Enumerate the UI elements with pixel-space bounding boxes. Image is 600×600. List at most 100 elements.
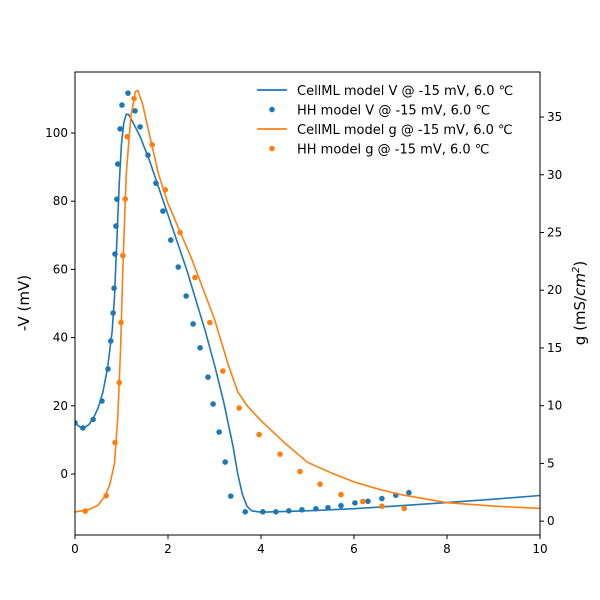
y-right-tick-label: 35 bbox=[547, 110, 562, 124]
data-point bbox=[116, 379, 122, 386]
data-point bbox=[222, 459, 228, 465]
data-point bbox=[132, 108, 138, 114]
data-point bbox=[108, 338, 114, 344]
data-point bbox=[162, 186, 169, 193]
data-point bbox=[273, 509, 279, 515]
data-point bbox=[160, 208, 166, 214]
data-point bbox=[99, 398, 105, 404]
data-point bbox=[192, 274, 198, 281]
data-point bbox=[103, 492, 109, 499]
data-point bbox=[220, 368, 226, 374]
x-tick-label: 8 bbox=[443, 542, 451, 556]
data-point bbox=[153, 180, 159, 186]
data-point bbox=[112, 251, 118, 257]
legend-dot-swatch bbox=[269, 145, 275, 152]
data-point bbox=[113, 223, 119, 229]
data-point bbox=[227, 493, 234, 499]
legend-dot-swatch bbox=[269, 106, 275, 113]
data-point bbox=[207, 319, 213, 326]
y-right-tick-label: 0 bbox=[547, 514, 555, 528]
x-tick-label: 0 bbox=[71, 542, 79, 556]
data-point bbox=[167, 237, 174, 243]
data-point bbox=[277, 451, 283, 457]
data-point bbox=[111, 285, 117, 291]
y-tick-label: 0 bbox=[60, 467, 68, 481]
y-tick-label: 80 bbox=[53, 194, 68, 208]
data-point bbox=[236, 405, 242, 411]
data-point bbox=[360, 498, 366, 505]
data-point bbox=[145, 152, 151, 158]
data-point bbox=[197, 345, 203, 351]
y-right-tick-label: 15 bbox=[547, 341, 562, 355]
y-tick-label: 40 bbox=[53, 331, 68, 345]
data-point bbox=[297, 468, 303, 475]
legend-label: CellML model V @ -15 mV, 6.0 ℃ bbox=[297, 84, 513, 99]
data-point bbox=[105, 366, 111, 372]
data-point bbox=[131, 95, 137, 102]
data-point bbox=[124, 133, 130, 140]
data-point bbox=[125, 90, 131, 96]
data-point bbox=[205, 374, 211, 380]
y-right-tick-label: 30 bbox=[547, 168, 562, 182]
data-point bbox=[260, 509, 266, 515]
x-tick-label: 4 bbox=[257, 542, 265, 556]
data-point bbox=[177, 229, 183, 236]
data-point bbox=[406, 489, 412, 496]
data-point bbox=[112, 439, 118, 446]
x-tick-label: 2 bbox=[164, 542, 172, 556]
data-point bbox=[90, 416, 96, 423]
data-point bbox=[210, 401, 216, 407]
legend-label: HH model g @ -15 mV, 6.0 ℃ bbox=[297, 143, 489, 158]
data-point bbox=[75, 420, 78, 426]
data-point bbox=[114, 161, 121, 167]
y-right-tick-label: 10 bbox=[547, 399, 562, 413]
x-tick-label: 10 bbox=[532, 542, 547, 556]
data-point bbox=[82, 508, 89, 514]
data-point bbox=[190, 321, 196, 327]
legend-label: HH model V @ -15 mV, 6.0 ℃ bbox=[297, 104, 490, 119]
x-tick-label: 6 bbox=[350, 542, 358, 556]
y-axis-label-right: g (mS/cm2) bbox=[571, 261, 589, 345]
y-right-tick-label: 25 bbox=[547, 225, 562, 239]
data-point bbox=[299, 506, 305, 513]
data-point bbox=[137, 124, 143, 130]
data-point bbox=[379, 503, 385, 509]
data-point bbox=[401, 505, 408, 512]
legend: CellML model V @ -15 mV, 6.0 ℃ HH model V… bbox=[257, 84, 513, 158]
data-point bbox=[338, 491, 344, 498]
data-point bbox=[175, 264, 182, 270]
y-right-tick-label: 20 bbox=[547, 283, 562, 297]
data-point bbox=[110, 310, 116, 316]
data-point bbox=[149, 141, 155, 148]
y-axis-left: 0 20 40 60 80 100 bbox=[45, 126, 75, 481]
data-point bbox=[256, 431, 262, 438]
data-point bbox=[120, 252, 126, 259]
data-point bbox=[286, 507, 292, 514]
y-axis-label-left: -V (mV) bbox=[15, 275, 33, 331]
y-tick-label: 60 bbox=[53, 262, 68, 276]
data-point bbox=[114, 196, 120, 202]
data-point bbox=[183, 293, 189, 299]
data-point bbox=[122, 196, 129, 202]
y-tick-label: 100 bbox=[45, 126, 68, 140]
plot-frame bbox=[74, 71, 541, 536]
y-axis-right: 0 5 10 15 20 25 30 35 bbox=[540, 110, 562, 528]
data-point bbox=[119, 102, 125, 108]
data-point bbox=[379, 495, 385, 502]
y-right-tick-label: 5 bbox=[547, 456, 555, 470]
data-point bbox=[317, 481, 323, 487]
data-point bbox=[352, 500, 358, 506]
data-point bbox=[80, 425, 86, 431]
plot-marks bbox=[75, 89, 540, 515]
y-tick-label: 20 bbox=[53, 399, 68, 413]
data-point bbox=[313, 505, 319, 512]
data-point bbox=[242, 509, 248, 515]
data-point bbox=[338, 502, 344, 509]
data-point bbox=[117, 126, 123, 132]
data-point bbox=[118, 319, 124, 326]
data-point bbox=[365, 498, 371, 505]
legend-label: CellML model g @ -15 mV, 6.0 ℃ bbox=[297, 123, 513, 138]
data-point bbox=[325, 504, 331, 511]
data-point bbox=[216, 429, 222, 435]
